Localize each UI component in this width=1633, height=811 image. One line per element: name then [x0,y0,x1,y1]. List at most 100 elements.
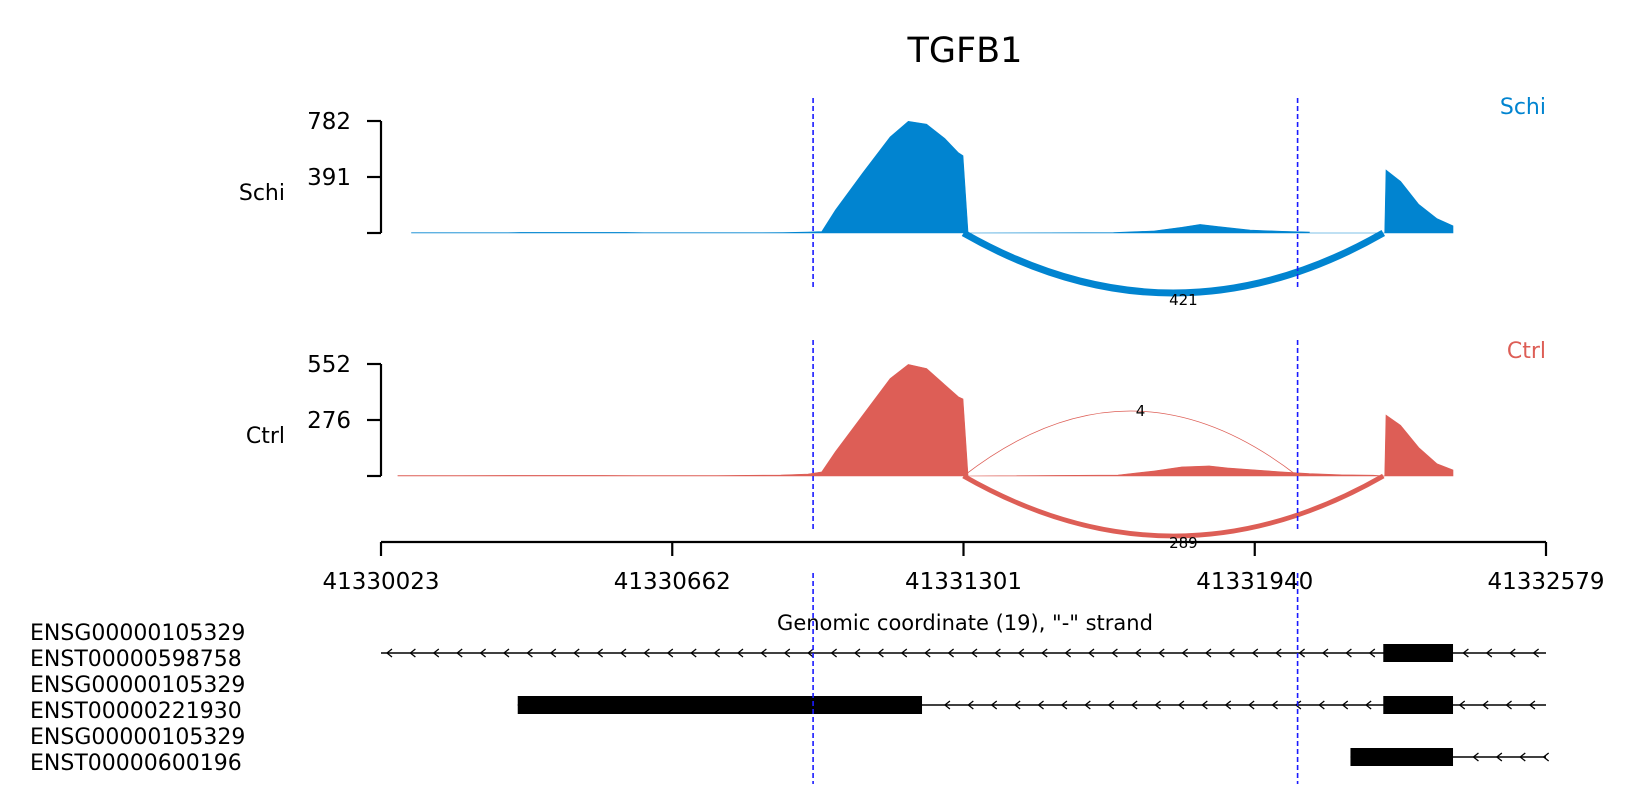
strand-arrow [1298,648,1306,658]
strand-arrow [1472,752,1479,762]
strand-arrow [619,648,627,658]
transcript-tracks: ENSG00000105329ENST00000598758ENSG000001… [30,621,1550,776]
exon-block [1383,644,1454,662]
strand-arrow [1131,700,1138,710]
strand-arrow [409,648,416,658]
strand-arrow [1134,648,1142,658]
exon-block [1383,696,1454,714]
strand-arrow [1275,648,1282,658]
strand-arrow [1111,648,1118,658]
strand-arrow [947,648,955,658]
strand-arrow [994,648,1001,658]
strand-arrow [1532,648,1540,658]
x-tick-label: 41332579 [1487,569,1604,595]
strand-arrow [1528,700,1536,710]
strand-arrow [970,648,978,658]
transcript-id: ENST00000221930 [30,699,242,724]
strand-arrow [783,648,791,658]
legend-entry: Schi [1500,95,1546,120]
legend-entry: Ctrl [1507,339,1546,364]
strand-arrow [990,700,998,710]
junction-arc [961,229,1386,297]
strand-arrow [1318,700,1325,710]
x-axis-label: Genomic coordinate (19), "-" strand [777,611,1153,635]
x-tick-label: 41331301 [905,569,1022,595]
y-tick-label: 552 [307,352,351,378]
strand-arrow [943,700,951,710]
gene-id: ENSG00000105329 [30,725,245,750]
strand-arrow [1485,648,1493,658]
strand-arrow [666,648,674,658]
strand-arrow [1509,648,1516,658]
x-axis: 41330023 41330662 41331301 41331940 41332579 [322,540,1605,595]
transcript-id: ENST00000600196 [30,751,242,776]
strand-arrow [1154,700,1161,710]
y-tick-label: 782 [307,109,351,135]
junction-arc [962,473,1385,539]
strand-arrow [1014,700,1021,710]
strand-arrow [1294,700,1302,710]
strand-arrow [1037,700,1044,710]
strand-arrow [1519,752,1526,762]
strand-arrow [1495,752,1503,762]
strand-arrow [1271,700,1278,710]
strand-arrow [432,648,440,658]
strand-arrow [643,648,650,658]
strand-arrow [1341,700,1349,710]
strand-arrow [1177,700,1185,710]
strand-arrow [502,648,510,658]
y-tick-label: 391 [307,165,351,191]
strand-arrow [967,700,974,710]
strand-arrow [526,648,533,658]
strand-arrow [1228,648,1235,658]
strand-arrow [1084,700,1091,710]
chart-title: TGFB1 [907,31,1023,71]
strand-arrow [900,648,908,658]
strand-arrow [1345,648,1352,658]
strand-arrow [1041,648,1048,658]
strand-arrow [924,648,931,658]
strand-arrow [760,648,767,658]
strand-arrow [385,648,393,658]
strand-arrow [1181,648,1189,658]
strand-arrow [1224,700,1232,710]
strand-arrow [1251,648,1259,658]
strand-arrow [1064,648,1072,658]
coverage-area-ctrl [397,364,1454,477]
strand-arrow [1204,648,1212,658]
x-tick-label: 41330662 [614,569,731,595]
strand-arrow [1458,700,1466,710]
strand-arrow [807,648,814,658]
strand-arrow [1482,700,1489,710]
strand-arrow [830,648,838,658]
strand-arrow [596,648,604,658]
strand-arrow [1505,700,1512,710]
strand-arrow [1365,700,1372,710]
strand-arrow [549,648,557,658]
x-tick-label: 41330023 [322,569,439,595]
strand-arrow [690,648,697,658]
strand-arrow [1542,752,1550,762]
transcript-id: ENST00000598758 [30,647,242,672]
track-label: Ctrl [246,424,285,449]
gene-id: ENSG00000105329 [30,621,245,646]
coverage-area-schi [411,120,1454,234]
strand-arrow [713,648,721,658]
strand-arrow [1321,648,1329,658]
exon-block [1350,748,1454,766]
strand-arrow [1201,700,1208,710]
junction-count: 421 [1169,291,1198,309]
strand-arrow [1017,648,1025,658]
junction-count: 4 [1136,402,1146,420]
x-tick-label: 41331940 [1196,569,1313,595]
strand-arrow [1060,700,1068,710]
strand-arrow [1107,700,1115,710]
y-tick-label: 276 [307,408,351,434]
strand-arrow [1158,648,1165,658]
junction-arc [963,410,1298,477]
strand-arrow [736,648,744,658]
gene-id: ENSG00000105329 [30,673,245,698]
strand-arrow [456,648,463,658]
strand-arrow [1087,648,1095,658]
